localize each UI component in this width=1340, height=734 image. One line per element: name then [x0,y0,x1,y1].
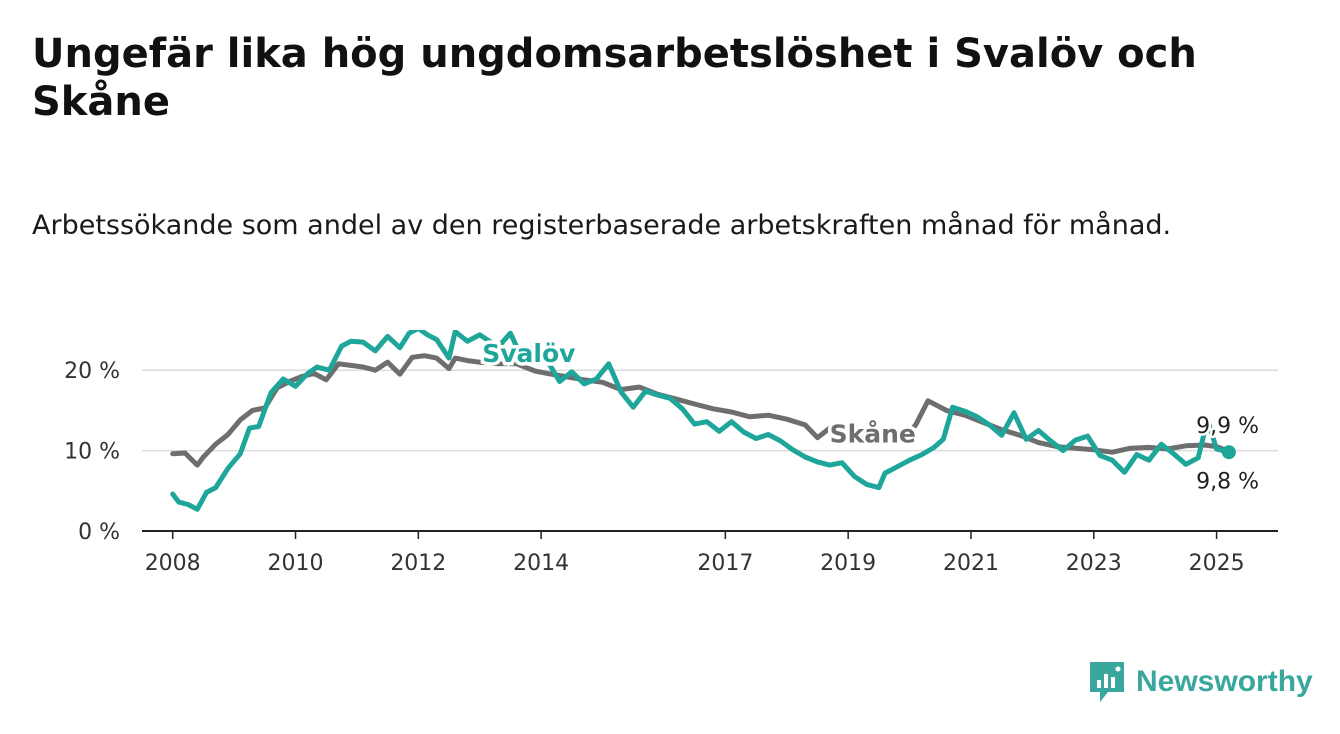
y-tick-label: 0 % [78,520,120,545]
axes: 0 % 10 % 20 % 2008 2010 2012 2014 2017 2019 2021 2… [64,359,1278,576]
newsworthy-logo-text: Newsworthy [1136,665,1313,698]
chart-subtitle: Arbetssökande som andel av den registerb… [32,210,1172,241]
series-line-svalöv [170,330,1232,512]
x-tick-label: 2012 [390,551,446,576]
end-point-marker [1221,445,1236,460]
line-chart: 0 % 10 % 20 % 2008 2010 2012 2014 2017 2019 2021 2… [64,330,1278,576]
x-tick-label: 2010 [268,551,324,576]
y-tick-label: 20 % [64,359,120,384]
y-tick-label: 10 % [64,440,120,465]
newsworthy-logo-icon [1090,662,1124,702]
x-tick-label: 2008 [145,551,201,576]
series-label-svalov: Svalöv [482,339,575,368]
x-tick-label: 2025 [1189,551,1245,576]
end-label-skane: 9,9 % [1196,414,1259,439]
x-tick-label: 2019 [820,551,876,576]
x-tick-label: 2021 [943,551,999,576]
end-label-svalov: 9,8 % [1196,469,1259,494]
x-tick-label: 2017 [697,551,753,576]
chart-title: Ungefär lika hög ungdomsarbetslöshet i S… [32,31,1197,125]
x-tick-label: 2023 [1066,551,1122,576]
x-tick-label: 2014 [513,551,569,576]
series-labels: Svalöv Skåne 9,9 % 9,8 % [479,336,1262,497]
series-lines [170,330,1236,512]
newsworthy-logo: Newsworthy [1088,660,1313,704]
series-label-skane: Skåne [830,420,916,449]
series-line-skåne [170,353,1232,468]
